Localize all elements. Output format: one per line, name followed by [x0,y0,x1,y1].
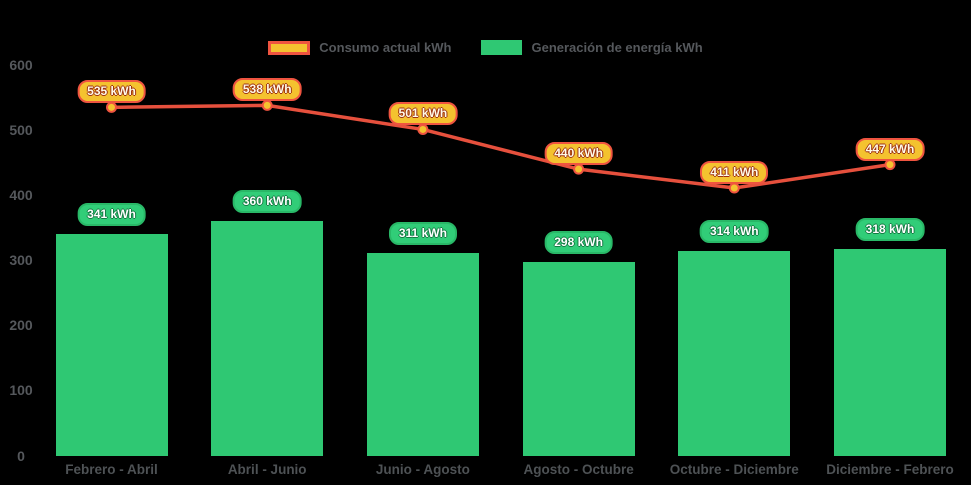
y-tick-label: 200 [9,317,33,334]
x-category-label: Junio - Agosto [375,462,470,477]
x-category-label: Diciembre - Febrero [826,462,954,477]
generation-bar[interactable] [834,248,946,456]
generation-value-badge: 341 kWh [77,202,146,226]
legend-label-consumo-actual: Consumo actual kWh [319,40,452,55]
chart-legend: Consumo actual kWh Generación de energía… [0,40,971,55]
x-category-label: Febrero - Abril [65,462,158,477]
generation-bar[interactable] [522,261,635,456]
consumption-value-badge: 447 kWh [855,137,925,161]
consumption-value-badge: 440 kWh [544,142,613,166]
generation-bar[interactable] [211,221,324,456]
consumption-point-marker[interactable] [573,163,585,175]
generation-value-badge: 314 kWh [699,220,769,244]
consumption-point-marker[interactable] [417,123,429,135]
consumption-line [111,103,891,190]
consumption-value-badge: 501 kWh [388,102,458,126]
consumption-point-marker[interactable] [884,159,896,171]
generation-value-badge: 318 kWh [855,217,925,241]
consumption-value-badge: 538 kWh [232,78,302,102]
y-tick-label: 100 [9,382,33,399]
y-tick-label: 600 [9,57,33,74]
generation-value-badge: 311 kWh [388,222,457,246]
y-tick-label: 300 [9,252,33,269]
y-tick-label: 0 [17,447,25,464]
legend-item-generacion-energia[interactable]: Generación de energía kWh [481,40,703,55]
y-tick-label: 400 [9,187,33,204]
x-category-label: Octubre - Diciembre [669,462,799,477]
generation-value-badge: 298 kWh [544,230,613,254]
consumption-point-marker[interactable] [106,101,117,113]
x-category-label: Agosto - Octubre [523,462,634,477]
consumption-value-badge: 411 kWh [700,161,769,185]
legend-bar-swatch-icon [481,40,523,55]
y-tick-label: 500 [9,122,33,139]
legend-item-consumo-actual[interactable]: Consumo actual kWh [268,40,451,55]
legend-line-swatch-icon [268,40,311,55]
generation-bar[interactable] [678,251,791,456]
generation-bar[interactable] [55,233,168,456]
consumption-point-marker[interactable] [728,182,740,194]
x-category-label: Abril - Junio [227,462,307,477]
legend-label-generacion-energia: Generación de energía kWh [531,40,703,55]
consumption-value-badge: 535 kWh [77,80,146,104]
consumption-point-marker[interactable] [261,99,273,111]
generation-value-badge: 360 kWh [232,190,302,214]
generation-bar[interactable] [366,253,479,456]
